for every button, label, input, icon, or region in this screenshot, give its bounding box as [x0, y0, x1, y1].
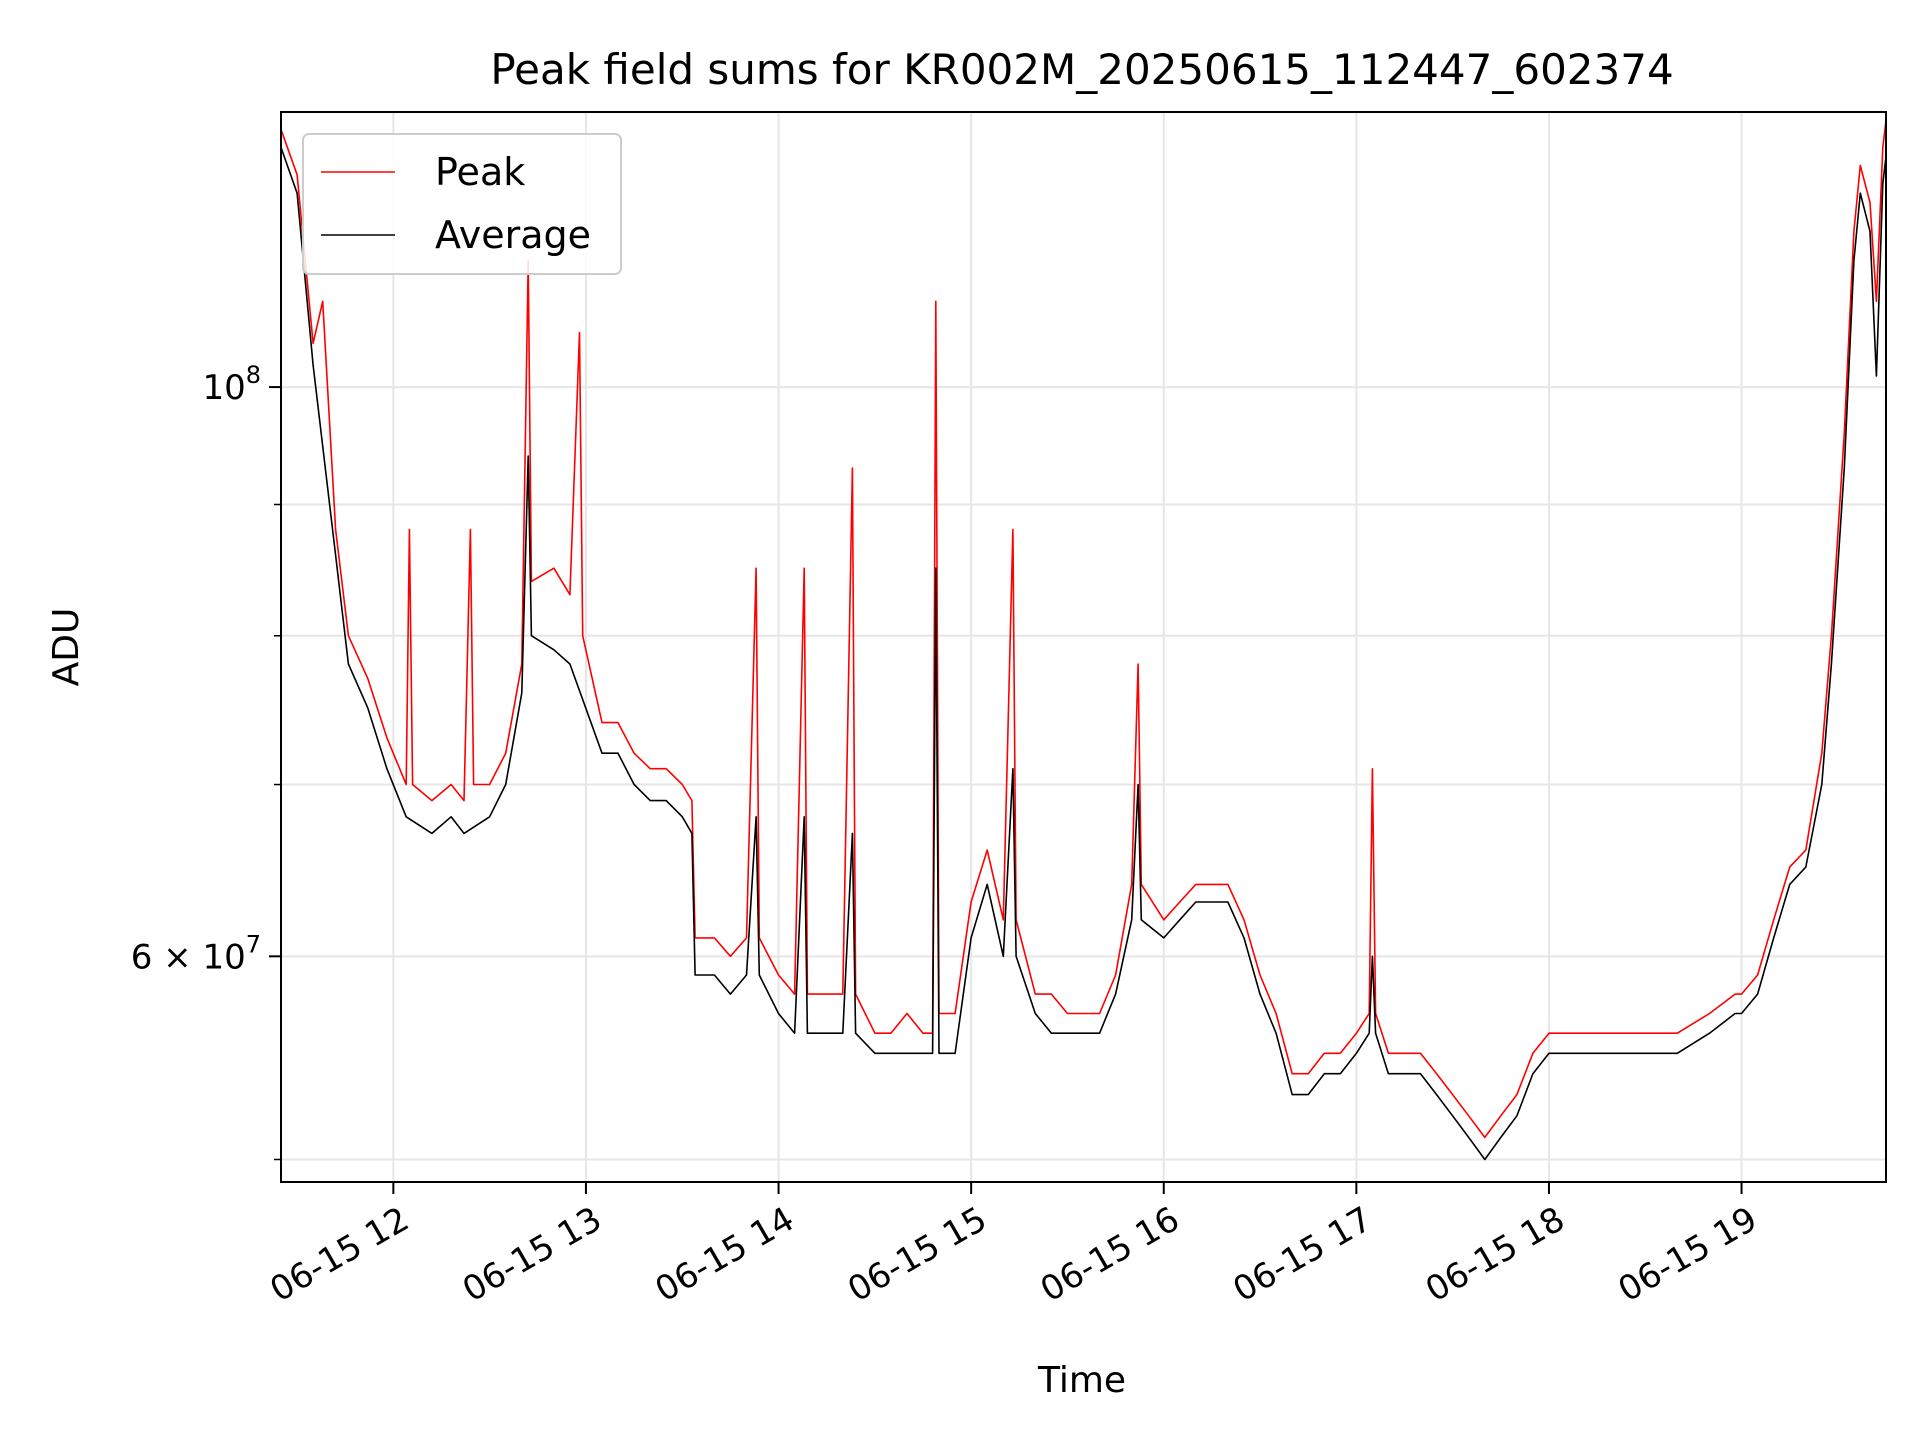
- legend-box: [302, 133, 622, 275]
- chart-title: Peak field sums for KR002M_20250615_1124…: [490, 45, 1673, 94]
- y-tick-label-base: 10: [202, 368, 245, 408]
- y-tick-label-exponent: 7: [246, 930, 261, 958]
- legend: Peak Average: [302, 133, 622, 275]
- grid-lines: [281, 112, 1886, 1182]
- legend-label-average: Average: [435, 213, 591, 257]
- y-tick-label: 6 × 107: [131, 930, 261, 977]
- y-axis-label: ADU: [46, 608, 87, 687]
- y-tick-label: 108: [202, 361, 261, 408]
- series-line-average: [280, 147, 1887, 1161]
- y-tick-label-exponent: 8: [246, 361, 261, 389]
- y-tick-label-base: 6 × 10: [131, 937, 246, 977]
- legend-label-peak: Peak: [435, 150, 525, 194]
- y-axis-ticks: 6 × 107 108: [131, 361, 281, 1161]
- plot-area-frame: [280, 111, 1887, 1183]
- x-axis-label: Time: [1037, 1360, 1126, 1401]
